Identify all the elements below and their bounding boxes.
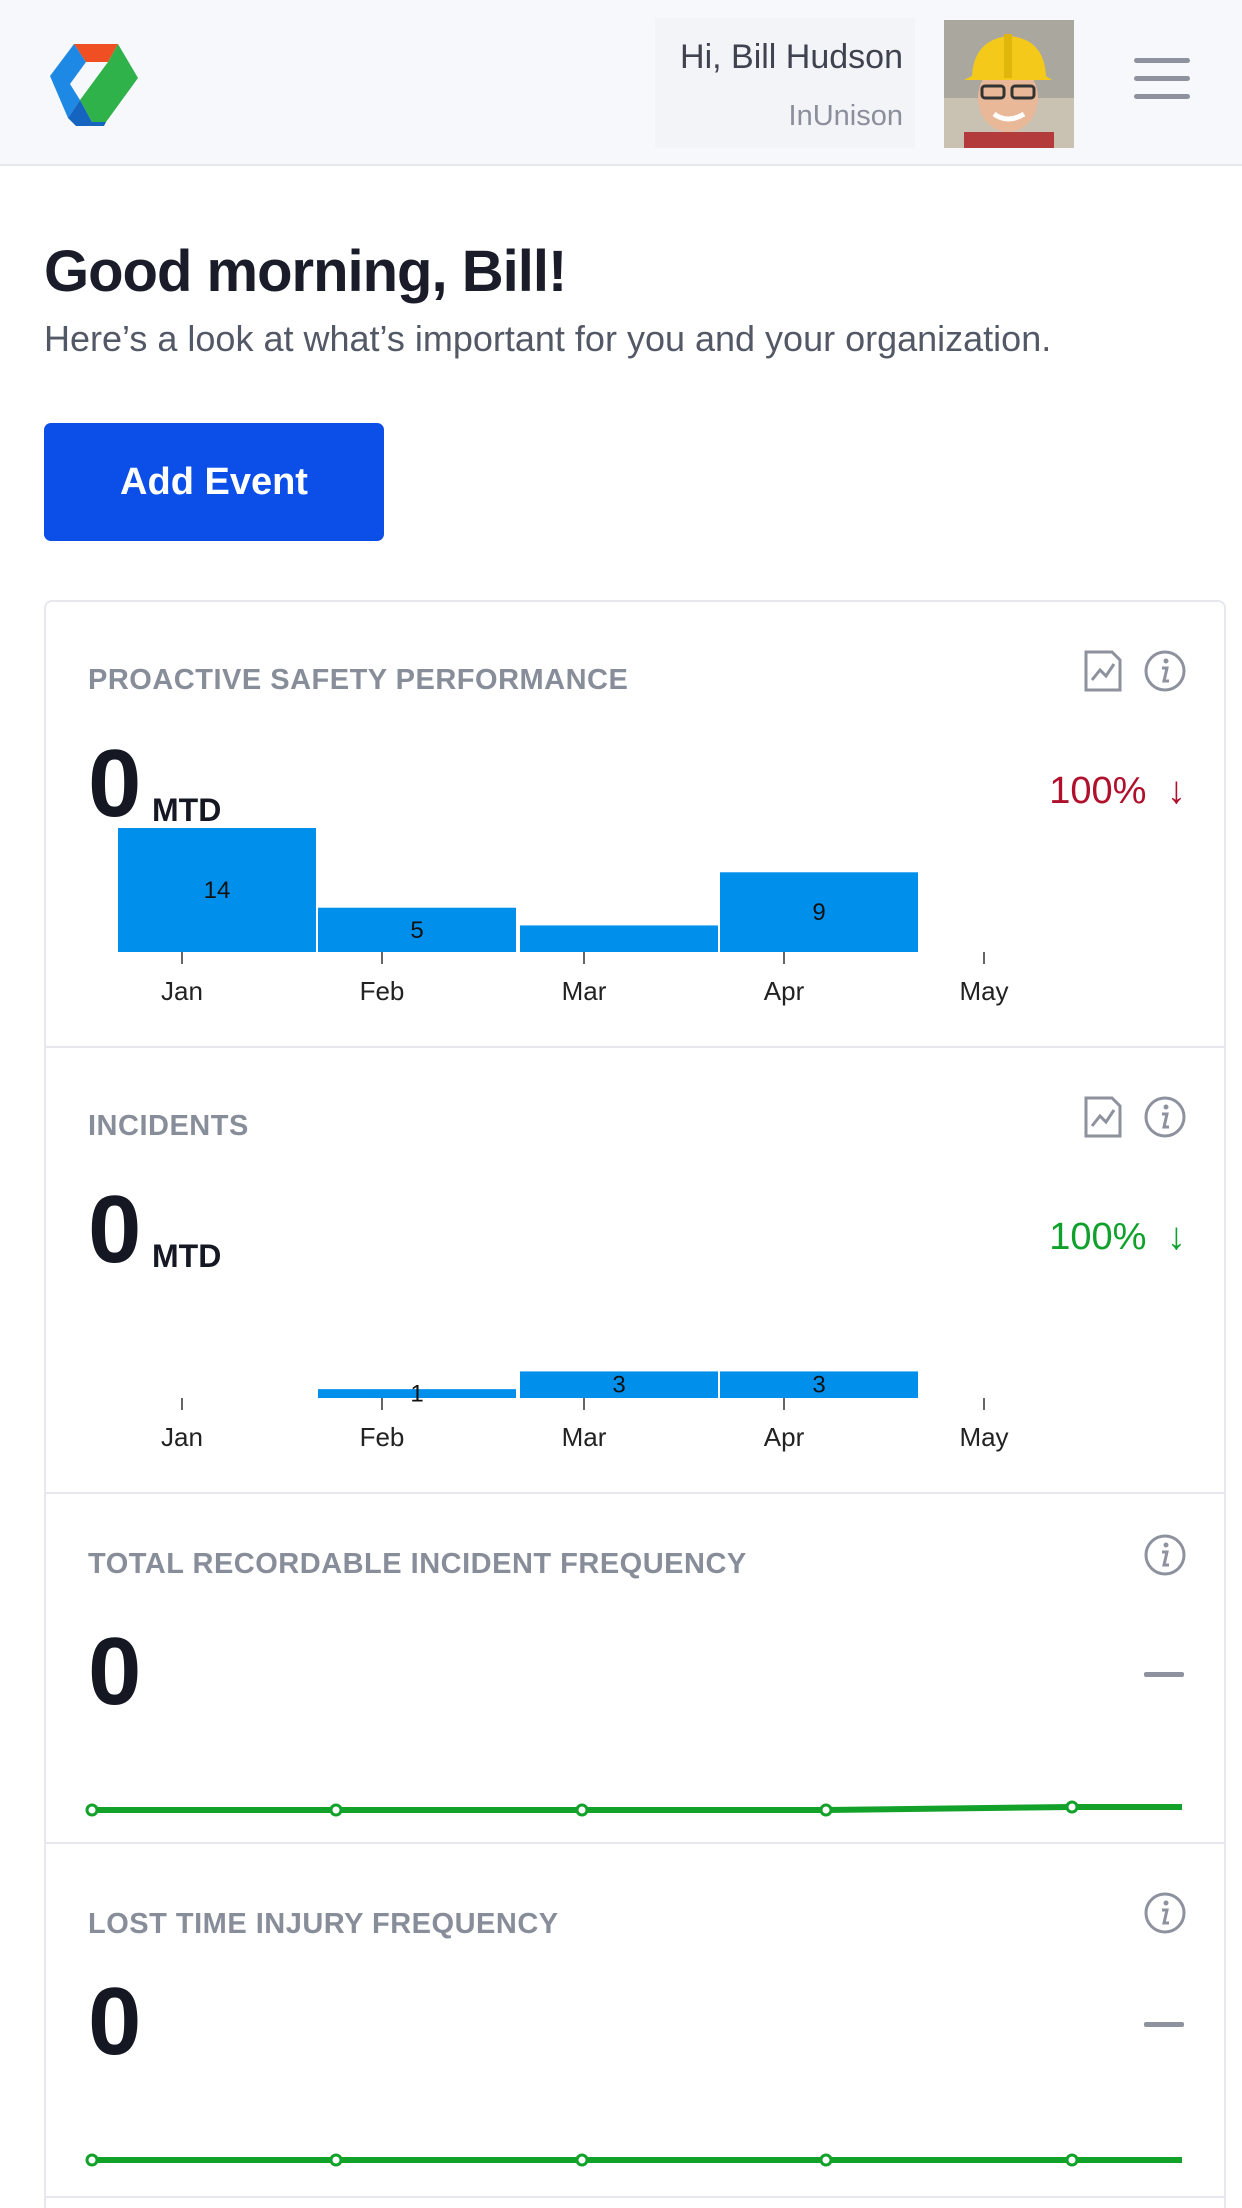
bar-mar[interactable] bbox=[520, 925, 718, 952]
user-greeting: Hi, Bill Hudson bbox=[680, 38, 903, 76]
data-point[interactable] bbox=[329, 2153, 343, 2167]
info-icon[interactable] bbox=[1142, 648, 1188, 694]
arrow-down-icon: ↓ bbox=[1167, 1216, 1186, 1258]
trend-chart-icon[interactable] bbox=[1080, 1094, 1126, 1140]
info-icon[interactable] bbox=[1142, 1094, 1188, 1140]
bar-value-label: 3 bbox=[812, 1372, 825, 1399]
metric-value: 0 bbox=[88, 1968, 142, 2075]
trend-chart-icon[interactable] bbox=[1080, 648, 1126, 694]
user-avatar[interactable] bbox=[944, 20, 1074, 148]
card-title: TOTAL RECORDABLE INCIDENT FREQUENCY bbox=[88, 1548, 747, 1580]
trif-card[interactable]: TOTAL RECORDABLE INCIDENT FREQUENCY 0 bbox=[46, 1494, 1224, 1844]
ltif-card[interactable]: LOST TIME INJURY FREQUENCY 0 bbox=[46, 1844, 1224, 2198]
proactive-safety-bar-chart: 14 Jan 5 Feb Mar 9 Apr May bbox=[118, 828, 1009, 1006]
bar-value-label: 3 bbox=[612, 1372, 625, 1399]
x-tick-label: May bbox=[959, 1422, 1008, 1452]
info-icon[interactable] bbox=[1142, 1890, 1188, 1936]
bar-feb[interactable] bbox=[318, 1389, 516, 1398]
data-point[interactable] bbox=[819, 1803, 833, 1817]
metric-change: 100% ↓ bbox=[1049, 770, 1186, 813]
change-percent: 100% bbox=[1049, 770, 1147, 812]
card-title: PROACTIVE SAFETY PERFORMANCE bbox=[88, 664, 629, 696]
add-event-button[interactable]: Add Event bbox=[44, 423, 384, 541]
data-point[interactable] bbox=[1065, 2153, 1079, 2167]
metric-value: 0 bbox=[88, 730, 142, 837]
data-point[interactable] bbox=[329, 1803, 343, 1817]
x-tick-label: Jan bbox=[161, 1422, 203, 1452]
incidents-card[interactable]: INCIDENTS 0 MTD 100% ↓ Jan 1 Feb 3 Mar 3 Apr Ma… bbox=[46, 1048, 1224, 1494]
metric-value: 0 bbox=[88, 1176, 142, 1283]
bar-value-label: 9 bbox=[812, 899, 825, 926]
metric-change: 100% ↓ bbox=[1049, 1216, 1186, 1259]
metric-unit: MTD bbox=[152, 1238, 222, 1274]
trif-line-chart bbox=[85, 1800, 1182, 1817]
data-point[interactable] bbox=[85, 1803, 99, 1817]
x-tick-label: May bbox=[959, 976, 1008, 1006]
user-info[interactable]: Hi, Bill Hudson InUnison bbox=[655, 18, 915, 148]
data-point[interactable] bbox=[1065, 1800, 1079, 1814]
metric-unit: MTD bbox=[152, 792, 222, 828]
no-change-dash-icon bbox=[1144, 1672, 1184, 1677]
bar-value-label: 5 bbox=[410, 917, 423, 944]
arrow-down-icon: ↓ bbox=[1167, 770, 1186, 812]
page-subtitle: Here’s a look at what’s important for yo… bbox=[44, 318, 1052, 359]
bar-value-label: 14 bbox=[204, 877, 231, 904]
bar-apr[interactable] bbox=[720, 872, 918, 952]
hamburger-menu-icon[interactable] bbox=[1134, 58, 1190, 108]
no-change-dash-icon bbox=[1144, 2022, 1184, 2027]
card-title: INCIDENTS bbox=[88, 1110, 249, 1142]
x-tick-label: Mar bbox=[562, 1422, 607, 1452]
info-icon[interactable] bbox=[1142, 1532, 1188, 1578]
organization-name: InUnison bbox=[788, 100, 903, 132]
series-line bbox=[92, 1804, 1182, 1813]
bar-apr[interactable] bbox=[720, 1371, 918, 1398]
x-tick-label: Mar bbox=[562, 976, 607, 1006]
x-tick-label: Feb bbox=[360, 976, 405, 1006]
change-percent: 100% bbox=[1049, 1216, 1147, 1258]
bar-value-label: 1 bbox=[410, 1381, 423, 1408]
x-tick-label: Feb bbox=[360, 1422, 405, 1452]
data-point[interactable] bbox=[575, 1803, 589, 1817]
data-point[interactable] bbox=[575, 2153, 589, 2167]
x-tick-label: Jan bbox=[161, 976, 203, 1006]
page-title: Good morning, Bill! bbox=[44, 239, 567, 304]
brand-logo-icon[interactable] bbox=[46, 38, 142, 128]
top-header: Hi, Bill Hudson InUnison bbox=[0, 0, 1242, 166]
ltif-line-chart bbox=[85, 2153, 1182, 2167]
bar-jan[interactable] bbox=[118, 828, 316, 952]
bar-feb[interactable] bbox=[318, 907, 516, 952]
proactive-safety-card[interactable]: PROACTIVE SAFETY PERFORMANCE 0 MTD 100% … bbox=[46, 602, 1224, 1048]
bar-mar[interactable] bbox=[520, 1371, 718, 1398]
data-point[interactable] bbox=[819, 2153, 833, 2167]
x-tick-label: Apr bbox=[764, 1422, 805, 1452]
metric-value: 0 bbox=[88, 1618, 142, 1725]
data-point[interactable] bbox=[85, 2153, 99, 2167]
metrics-cards: PROACTIVE SAFETY PERFORMANCE 0 MTD 100% … bbox=[44, 600, 1226, 2208]
card-title: LOST TIME INJURY FREQUENCY bbox=[88, 1908, 559, 1940]
x-tick-label: Apr bbox=[764, 976, 805, 1006]
